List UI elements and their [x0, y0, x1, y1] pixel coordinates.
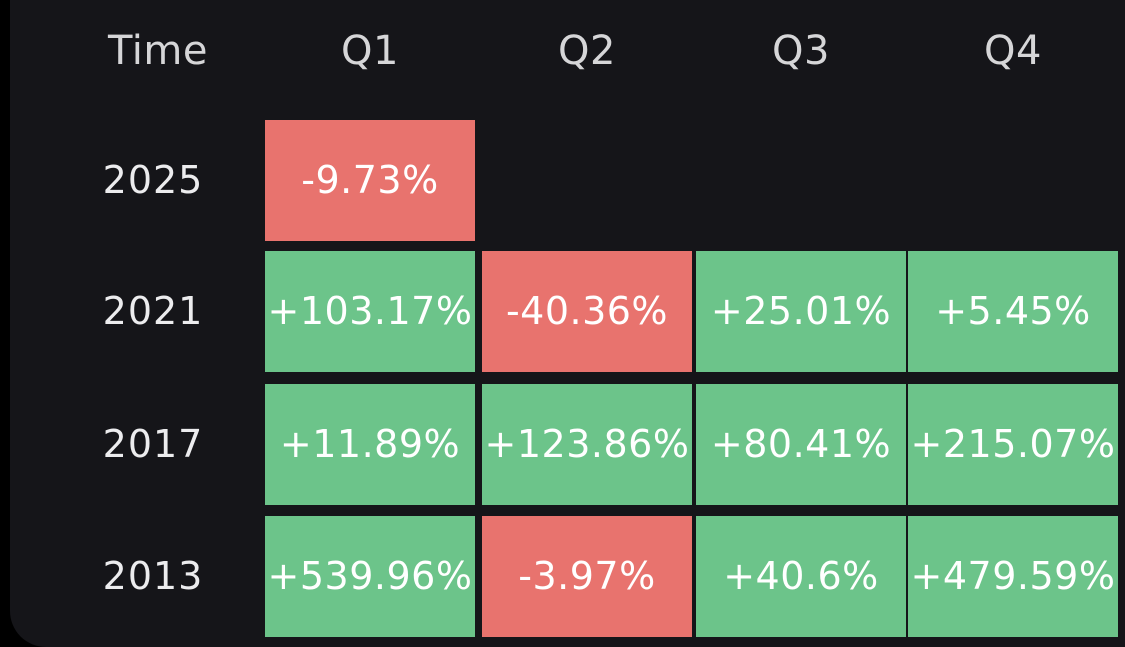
row-label-2021: 2021	[102, 289, 204, 333]
header-q3: Q3	[772, 28, 830, 74]
return-cell-2017-q2: +123.86%	[482, 384, 692, 505]
return-cell-2021-q1: +103.17%	[265, 251, 475, 372]
header-q2: Q2	[558, 28, 616, 74]
return-cell-2017-q3: +80.41%	[696, 384, 906, 505]
return-cell-2013-q3: +40.6%	[696, 516, 906, 637]
row-label-2013: 2013	[102, 554, 204, 598]
header-q1: Q1	[341, 28, 399, 74]
return-cell-2017-q1: +11.89%	[265, 384, 475, 505]
return-cell-2021-q4: +5.45%	[908, 251, 1118, 372]
return-cell-2021-q2: -40.36%	[482, 251, 692, 372]
return-cell-2025-q1: -9.73%	[265, 120, 475, 241]
return-cell-2017-q4: +215.07%	[908, 384, 1118, 505]
return-cell-2013-q4: +479.59%	[908, 516, 1118, 637]
row-label-2017: 2017	[102, 422, 204, 466]
header-time: Time	[108, 28, 208, 74]
return-cell-2013-q1: +539.96%	[265, 516, 475, 637]
row-label-2025: 2025	[102, 158, 204, 202]
return-cell-2013-q2: -3.97%	[482, 516, 692, 637]
return-cell-2021-q3: +25.01%	[696, 251, 906, 372]
header-q4: Q4	[984, 28, 1042, 74]
